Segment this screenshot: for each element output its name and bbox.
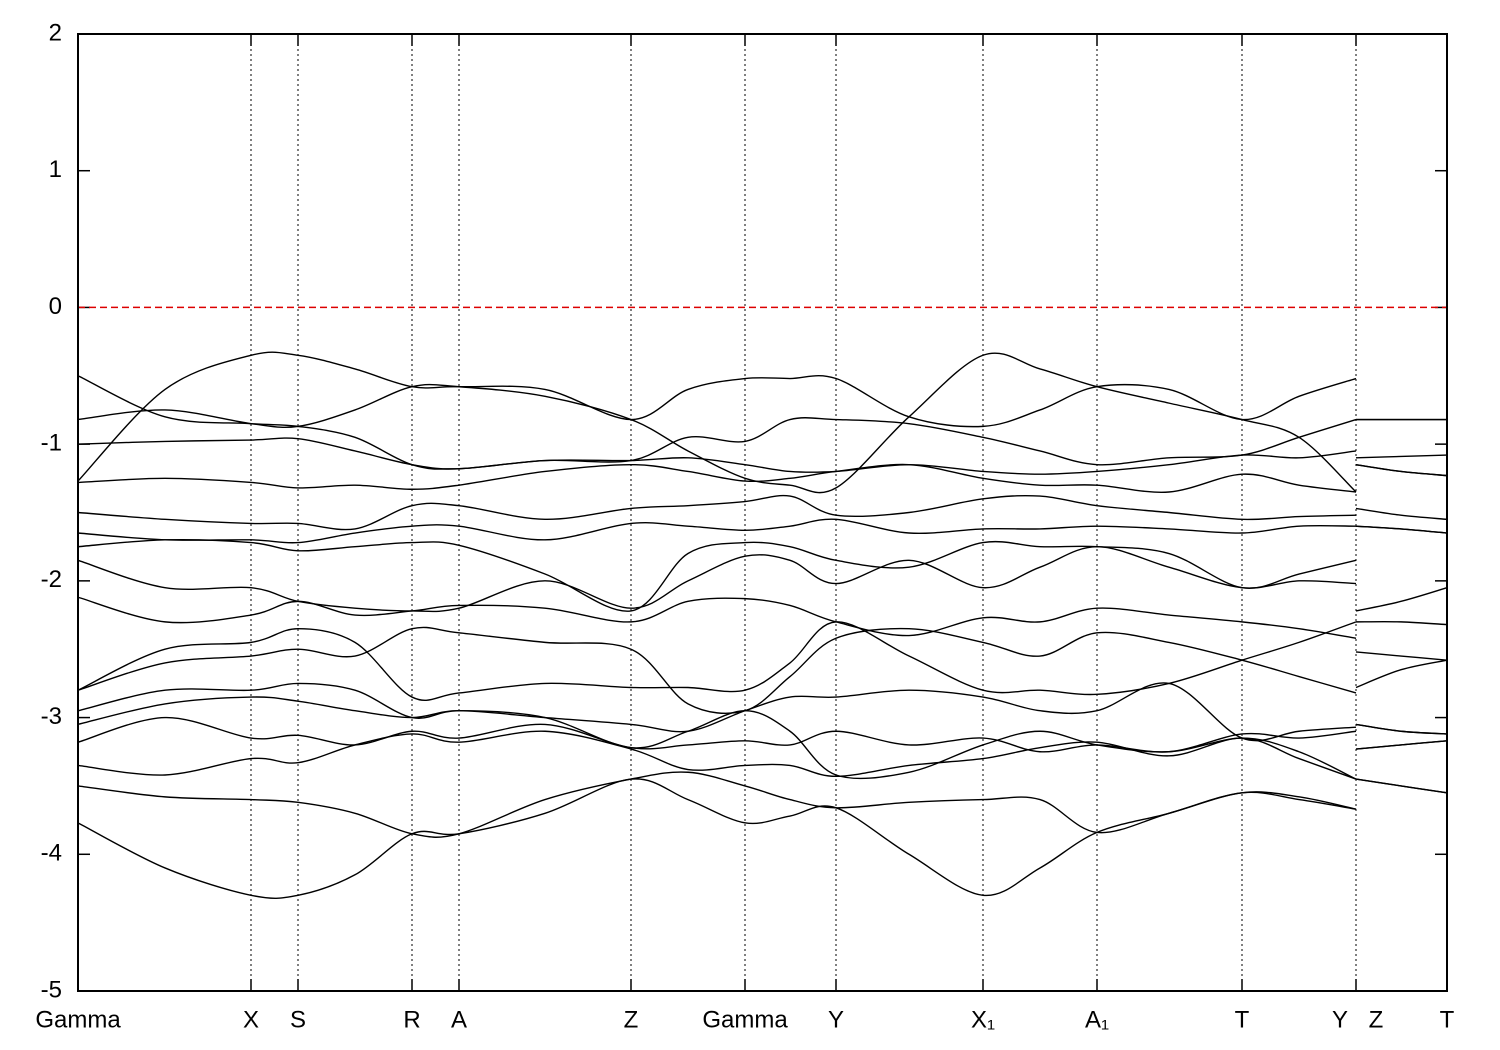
x-tick-label: Y (828, 1006, 844, 1033)
x-tick-label: Z (1369, 1006, 1384, 1033)
x-tick-label: X₁ (971, 1006, 995, 1033)
x-tick-label: R (403, 1006, 420, 1033)
y-tick-label: 2 (49, 19, 62, 46)
band (77, 351, 1447, 482)
x-tick-label: A₁ (1085, 1006, 1109, 1033)
band (77, 437, 1448, 475)
y-tick-label: -2 (41, 566, 62, 593)
band (77, 771, 1448, 838)
x-tick-label: Y (1332, 1006, 1348, 1033)
band (77, 545, 1448, 613)
x-tick-label: Gamma (35, 1006, 121, 1033)
y-tick-label: -3 (41, 703, 62, 730)
band (77, 621, 1448, 701)
y-tick-label: 1 (49, 156, 62, 183)
y-tick-label: -4 (41, 840, 62, 867)
plot-frame (77, 33, 1448, 992)
x-tick-label: T (1235, 1006, 1250, 1033)
x-tick-label: S (290, 1006, 306, 1033)
x-tick-label: Z (624, 1006, 639, 1033)
y-tick-label: -5 (41, 976, 62, 1003)
x-tick-label: X (243, 1006, 259, 1033)
y-tick-label: 0 (49, 293, 62, 320)
band (77, 626, 1448, 714)
band (77, 375, 1448, 477)
band (77, 518, 1448, 544)
x-tick-label: Gamma (702, 1006, 788, 1033)
y-tick-label: -1 (41, 429, 62, 456)
x-tick-label: A (451, 1006, 467, 1033)
band (77, 494, 1448, 531)
x-tick-label: T (1440, 1006, 1455, 1033)
